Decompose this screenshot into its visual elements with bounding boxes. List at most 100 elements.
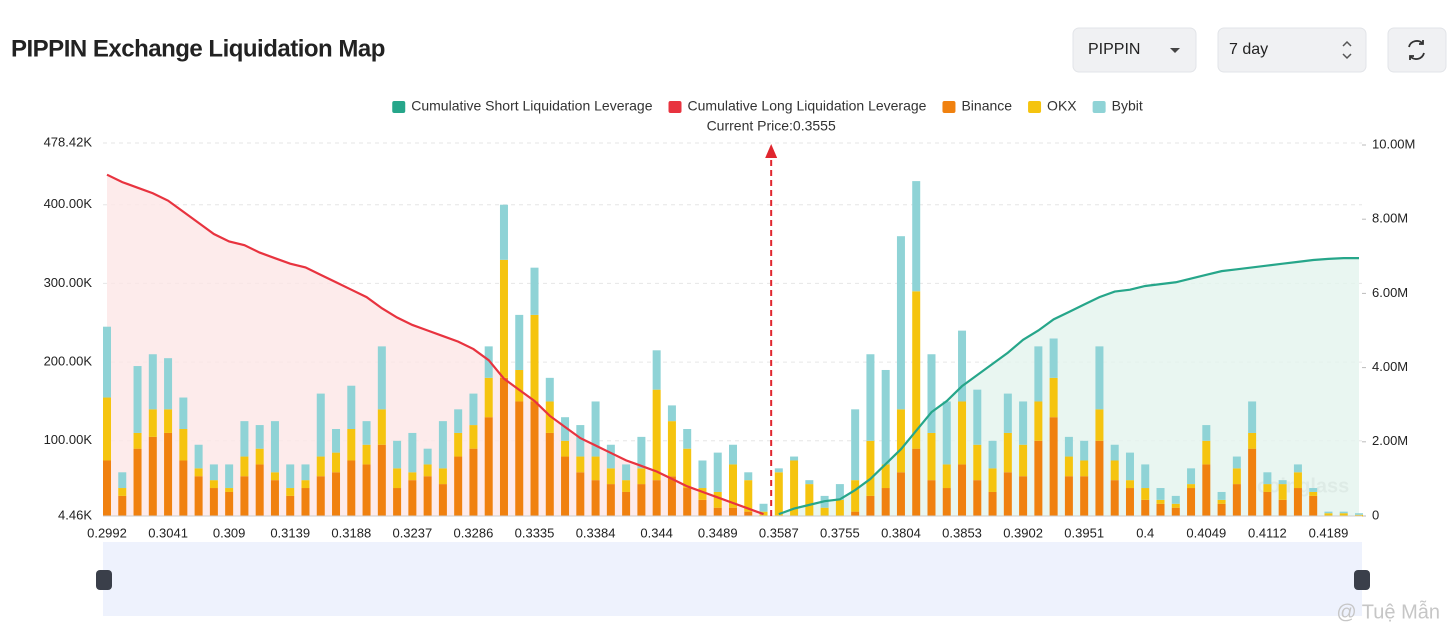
- bar-segment: [698, 460, 706, 488]
- button-box[interactable]: [1388, 28, 1446, 72]
- x-tick-label: 0.3237: [392, 525, 432, 540]
- bar-segment: [103, 460, 111, 516]
- bar-segment: [851, 409, 859, 480]
- bar-segment: [805, 480, 813, 484]
- bar-segment: [301, 464, 309, 480]
- bar-segment: [989, 441, 997, 469]
- bar-segment: [134, 366, 142, 433]
- bar-segment: [1263, 484, 1271, 492]
- bar-segment: [1111, 460, 1119, 480]
- bar-segment: [1172, 504, 1180, 508]
- bar-segment: [653, 350, 661, 389]
- bar-segment: [1248, 433, 1256, 449]
- bar-segment: [317, 394, 325, 457]
- y-tick-label: 100.00K: [44, 432, 93, 447]
- bar-segment: [363, 445, 371, 465]
- dropdown-label[interactable]: PIPPIN: [1088, 41, 1140, 58]
- bar-segment: [958, 464, 966, 516]
- bar-segment: [1111, 445, 1119, 461]
- bar-segment: [912, 181, 920, 291]
- bar-segment: [1309, 496, 1317, 516]
- x-tick-label: 0.4049: [1186, 525, 1226, 540]
- bar-segment: [164, 358, 172, 409]
- bar-segment: [729, 445, 737, 465]
- bar-segment: [1248, 401, 1256, 432]
- bar-segment: [943, 401, 951, 464]
- x-tick-label: 0.4189: [1309, 525, 1349, 540]
- bar-segment: [1187, 484, 1195, 488]
- x-tick-label: 0.4: [1136, 525, 1154, 540]
- zoom-slider[interactable]: [103, 542, 1362, 616]
- bar-segment: [607, 445, 615, 469]
- bar-segment: [1294, 464, 1302, 472]
- bar-segment: [653, 390, 661, 481]
- y-tick-label: 200.00K: [44, 354, 93, 369]
- bar-segment: [1172, 508, 1180, 516]
- legend-label: Bybit: [1112, 98, 1143, 114]
- bar-segment: [195, 445, 203, 469]
- bar-segment: [744, 472, 752, 480]
- bar-segment: [454, 433, 462, 457]
- bar-segment: [347, 460, 355, 516]
- dropdown-label[interactable]: 7 day: [1229, 41, 1268, 58]
- bar-segment: [1004, 394, 1012, 433]
- legend-item[interactable]: Bybit: [1093, 98, 1143, 114]
- bar-segment: [1157, 500, 1165, 504]
- bar-segment: [668, 421, 676, 476]
- period-dropdown[interactable]: 7 day: [1218, 28, 1366, 72]
- bar-segment: [698, 500, 706, 516]
- bar-segment: [607, 468, 615, 484]
- bar-segment: [500, 260, 508, 378]
- bar-segment: [1019, 401, 1027, 444]
- bar-segment: [317, 476, 325, 516]
- bar-segment: [1202, 441, 1210, 465]
- page-title: PIPPIN Exchange Liquidation Map: [11, 35, 385, 62]
- bar-segment: [103, 398, 111, 461]
- bar-segment: [973, 480, 981, 516]
- legend-item[interactable]: Binance: [942, 98, 1012, 114]
- bar-segment: [1050, 339, 1058, 378]
- bar-segment: [1233, 468, 1241, 484]
- bar-segment: [622, 492, 630, 516]
- legend-item[interactable]: Cumulative Short Liquidation Leverage: [392, 98, 652, 114]
- legend-item[interactable]: OKX: [1028, 98, 1077, 114]
- bar-segment: [622, 464, 630, 480]
- bar-segment: [1141, 500, 1149, 516]
- bar-segment: [393, 468, 401, 488]
- bar-segment: [1263, 472, 1271, 484]
- bar-segment: [1294, 472, 1302, 488]
- bar-segment: [637, 468, 645, 484]
- bar-segment: [1111, 480, 1119, 516]
- symbol-dropdown[interactable]: PIPPIN: [1073, 28, 1196, 72]
- bar-segment: [240, 457, 248, 477]
- bar-segment: [439, 421, 447, 468]
- bar-segment: [103, 327, 111, 398]
- bar-segment: [515, 315, 523, 370]
- bar-segment: [454, 409, 462, 433]
- y2-tick-label: 8.00M: [1372, 211, 1408, 226]
- refresh-button[interactable]: [1388, 28, 1446, 72]
- bar-segment: [118, 488, 126, 496]
- bar-segment: [1309, 488, 1317, 492]
- bar-segment: [1202, 425, 1210, 441]
- bar-segment: [286, 464, 294, 488]
- bar-segment: [729, 508, 737, 516]
- legend-swatch: [1093, 101, 1106, 113]
- bar-segment: [927, 480, 935, 516]
- bar-segment: [1233, 457, 1241, 469]
- bar-segment: [668, 476, 676, 516]
- bar-segment: [500, 205, 508, 260]
- slider-handle[interactable]: [1354, 570, 1370, 590]
- bar-segment: [149, 354, 157, 409]
- legend-item[interactable]: Cumulative Long Liquidation Leverage: [669, 98, 927, 114]
- bar-segment: [1080, 460, 1088, 476]
- bar-segment: [240, 476, 248, 516]
- bar-segment: [1034, 401, 1042, 440]
- bar-segment: [424, 449, 432, 465]
- y-tick-label: 400.00K: [44, 196, 93, 211]
- bar-segment: [576, 425, 584, 456]
- bar-segment: [363, 464, 371, 516]
- bar-segment: [179, 460, 187, 516]
- bar-segment: [500, 378, 508, 516]
- slider-handle[interactable]: [96, 570, 112, 590]
